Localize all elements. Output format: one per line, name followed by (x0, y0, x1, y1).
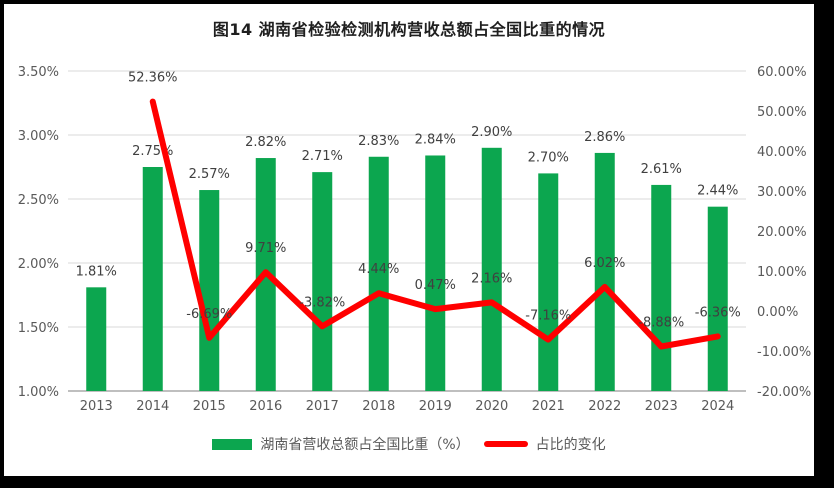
left-axis-tick: 2.50% (18, 193, 59, 208)
line-data-label: -6.69% (186, 307, 232, 322)
bar-data-label: 2.70% (528, 150, 569, 165)
x-axis-label: 2022 (588, 399, 621, 414)
x-axis-label: 2018 (362, 399, 395, 414)
bar (425, 155, 446, 391)
right-axis-tick: 20.00% (757, 225, 807, 240)
left-axis-tick: 3.50% (18, 65, 59, 80)
chart-plot-svg: 3.50% 3.00% 2.50% 2.00% 1.50% 1.00% 60.00% 50.0… (18, 65, 812, 414)
line-data-label: 6.02% (584, 256, 625, 271)
x-axis-label: 2017 (306, 399, 339, 414)
right-axis-tick: 60.00% (757, 65, 807, 80)
left-axis-tick: 2.00% (18, 257, 59, 272)
bar (142, 167, 163, 391)
bar (594, 152, 615, 391)
right-axis-tick: 50.00% (757, 105, 807, 120)
bar-data-label: 2.82% (245, 135, 286, 150)
line-series-swatch-icon (483, 441, 528, 447)
bar-data-label: 1.81% (76, 264, 117, 279)
line-data-label: -3.82% (299, 295, 345, 310)
bar (481, 147, 502, 391)
left-axis-tick: 1.50% (18, 321, 59, 336)
legend-item-line-series: 占比的变化 (483, 434, 606, 454)
right-axis-tick: 30.00% (757, 185, 807, 200)
left-axis-tick: 1.00% (18, 385, 59, 400)
right-axis-tick: -10.00% (757, 345, 811, 360)
line-data-label: 0.47% (415, 278, 456, 293)
chart-title: 图14 湖南省检验检测机构营收总额占全国比重的情况 (212, 20, 606, 39)
bar-data-label: 2.44% (697, 184, 738, 199)
chart-legend: 湖南省营收总额占全国比重（%） 占比的变化 (4, 434, 814, 454)
bar-data-label: 2.57% (189, 167, 230, 182)
bar (707, 206, 728, 391)
bar-data-label: 2.84% (415, 132, 456, 147)
right-axis-tick: 10.00% (757, 265, 807, 280)
x-axis-label: 2020 (475, 399, 508, 414)
line-data-label: -8.88% (638, 316, 684, 331)
x-axis-label: 2019 (419, 399, 452, 414)
x-axis-label: 2016 (249, 399, 282, 414)
bar-data-label: 2.86% (584, 130, 625, 145)
bar-data-label: 2.83% (358, 134, 399, 149)
right-axis-tick: 40.00% (757, 145, 807, 160)
bar-series-swatch-icon (212, 438, 253, 450)
line-data-label: -7.16% (525, 309, 571, 324)
line-data-label: 4.44% (358, 262, 399, 277)
legend-bar-label: 湖南省营收总额占全国比重（%） (260, 437, 470, 453)
legend-line-label: 占比的变化 (535, 437, 606, 453)
bar (86, 287, 107, 391)
line-data-label: 52.36% (128, 71, 178, 86)
x-axis-label: 2021 (532, 399, 565, 414)
bar-data-label: 2.61% (641, 162, 682, 177)
x-axis-label: 2014 (136, 399, 169, 414)
line-data-label: 2.16% (471, 271, 512, 286)
line-data-label: 9.71% (245, 241, 286, 256)
x-axis-label: 2024 (701, 399, 734, 414)
bar (199, 190, 220, 391)
bar-data-label: 2.71% (302, 149, 343, 164)
legend-item-bar-series: 湖南省营收总额占全国比重（%） (212, 434, 470, 454)
line-data-label: -6.36% (695, 305, 741, 320)
right-axis-tick: -20.00% (757, 385, 811, 400)
bar (651, 184, 672, 391)
left-axis-tick: 3.00% (18, 129, 59, 144)
bar (538, 173, 559, 391)
x-axis-label: 2015 (193, 399, 226, 414)
bar (368, 156, 389, 391)
line-series (149, 98, 721, 350)
x-axis-label: 2023 (645, 399, 678, 414)
bar-data-label: 2.90% (471, 125, 512, 140)
bar (312, 172, 333, 391)
right-axis-tick: 0.00% (757, 305, 798, 320)
x-axis-label: 2013 (80, 399, 113, 414)
